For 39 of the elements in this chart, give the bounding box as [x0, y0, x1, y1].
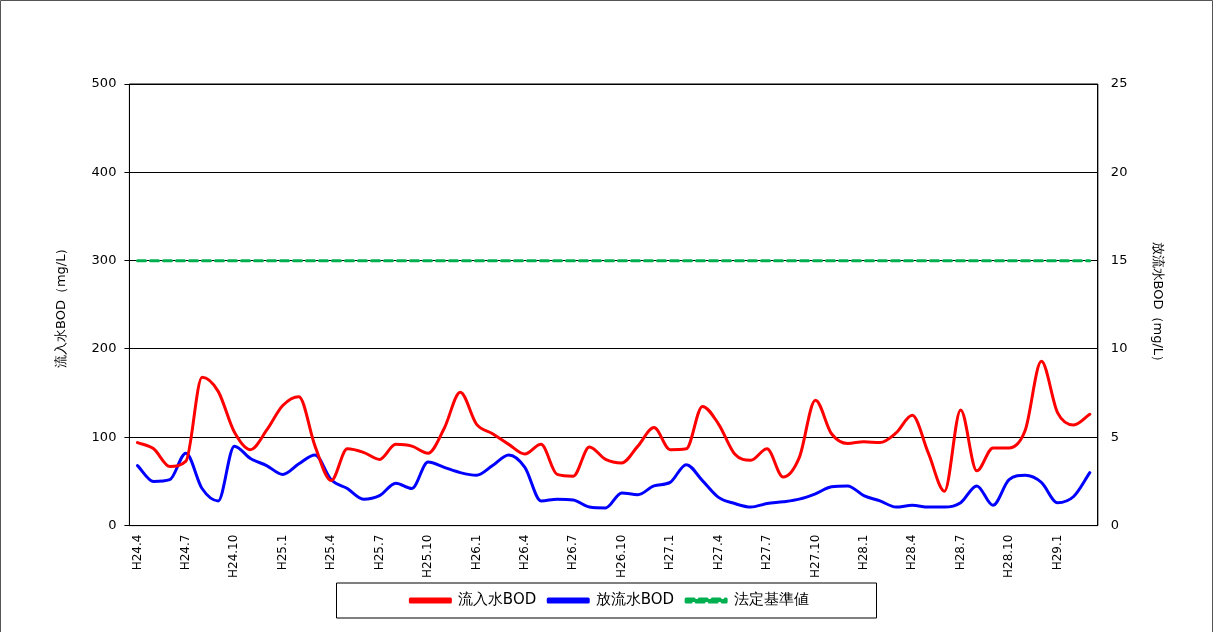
y2-tick-label: 20: [1110, 163, 1128, 179]
x-tick-label: H29.1: [1049, 534, 1064, 571]
legend-label: 放流水BOD: [595, 590, 675, 609]
legend-label: 流入水BOD: [457, 590, 537, 609]
x-tick-label: H27.7: [759, 534, 774, 571]
x-tick-label: H26.10: [613, 534, 628, 579]
y2-tick-label: 10: [1110, 340, 1128, 356]
x-tick-label: H24.10: [226, 534, 241, 579]
x-tick-label: H24.7: [178, 534, 193, 571]
x-tick-label: H25.10: [420, 534, 435, 579]
y-tick-label: 400: [91, 163, 117, 179]
line-series: [135, 359, 1092, 493]
x-tick-label: H28.7: [952, 534, 967, 571]
x-tick-label: H27.4: [710, 534, 725, 571]
legend-label: 法定基準値: [733, 590, 809, 609]
x-tick-label: H26.4: [516, 534, 531, 571]
x-tick-label: H25.7: [371, 534, 386, 571]
y-tick-label: 100: [91, 428, 117, 444]
x-tick-label: H28.1: [855, 534, 870, 571]
y-axis-title: 流入水BOD（mg/L）: [53, 241, 69, 369]
y-tick-label: 500: [91, 75, 117, 91]
x-tick-label: H28.4: [904, 534, 919, 571]
y-tick-label: 200: [91, 340, 117, 356]
x-tick-label: H24.4: [129, 534, 144, 571]
y2-tick-label: 0: [1110, 517, 1120, 532]
line-series: [135, 444, 1092, 510]
x-tick-label: H28.10: [1001, 534, 1016, 579]
x-tick-label: H26.1: [468, 534, 483, 571]
x-tick-label: H25.1: [274, 534, 289, 571]
y-tick-label: 0: [108, 517, 117, 532]
x-tick-label: H26.7: [565, 534, 580, 571]
x-tick-label: H27.10: [807, 534, 822, 579]
y2-tick-label: 5: [1110, 428, 1120, 444]
y2-axis-title: 放流水BOD（mg/L）: [1150, 241, 1166, 369]
x-tick-label: H27.1: [662, 534, 677, 571]
y-tick-label: 300: [91, 252, 117, 268]
x-tick-label: H25.4: [323, 534, 338, 571]
y2-tick-label: 25: [1110, 75, 1128, 91]
y2-tick-label: 15: [1110, 252, 1128, 268]
